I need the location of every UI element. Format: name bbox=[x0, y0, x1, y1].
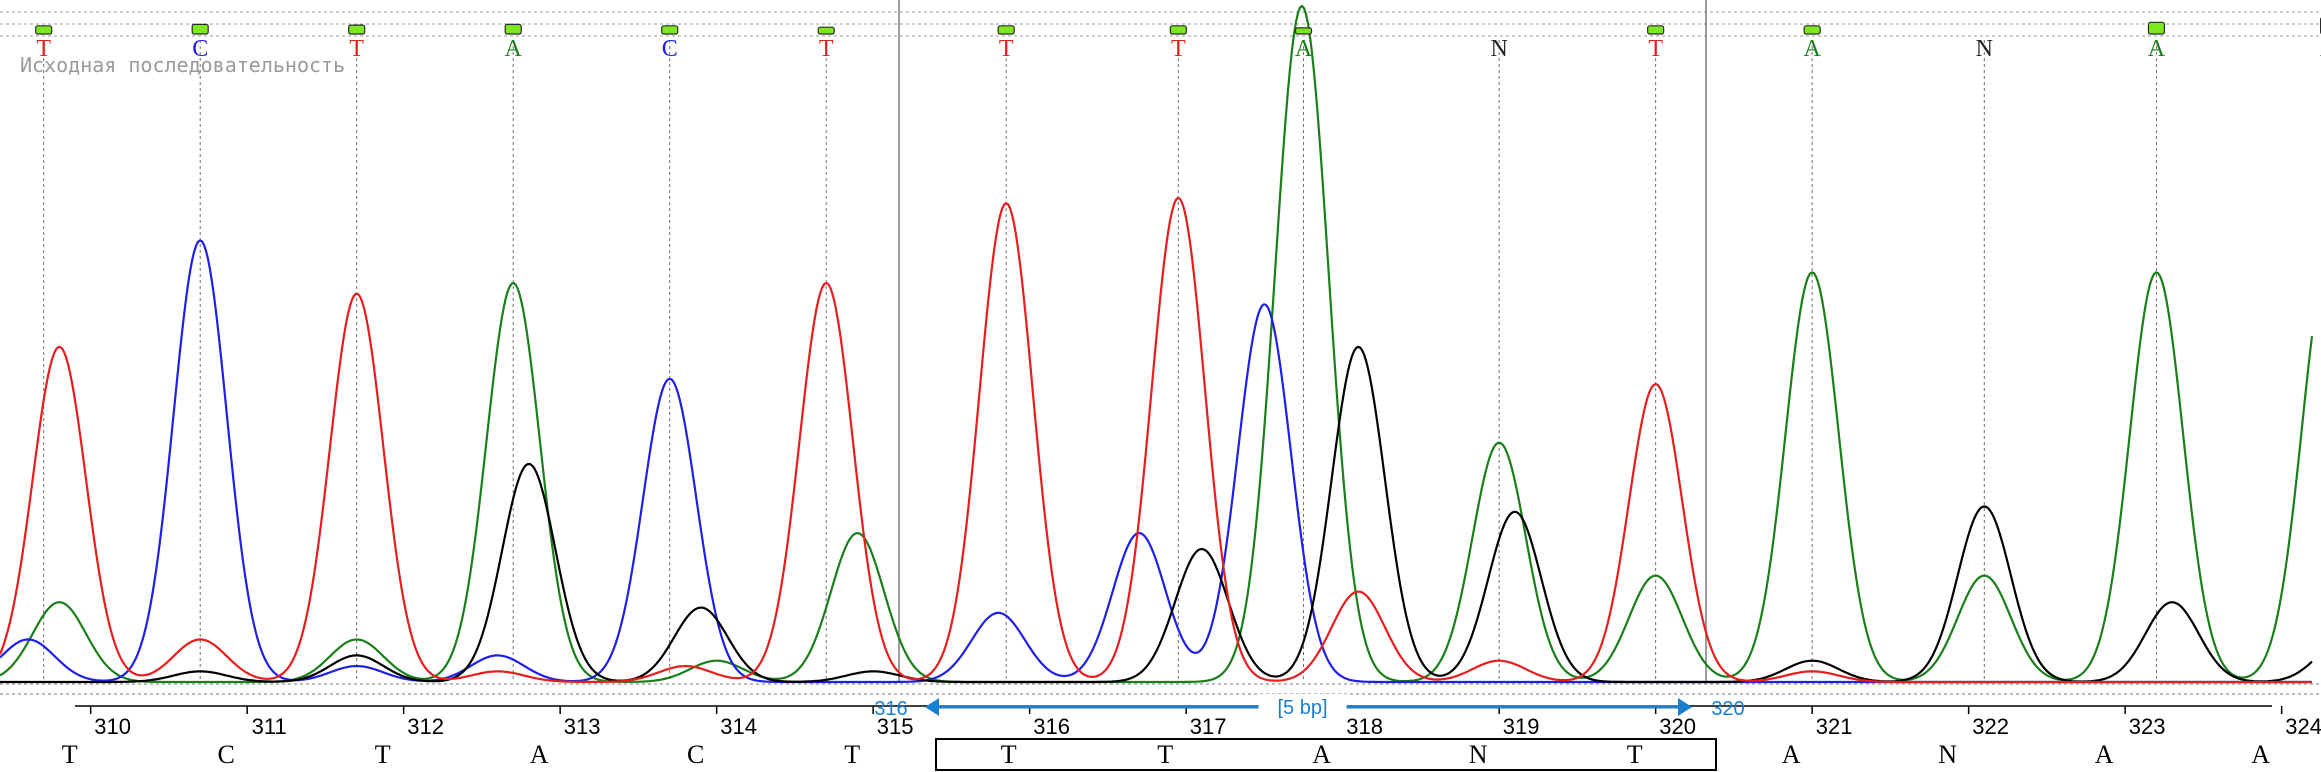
reference-base: T bbox=[1157, 740, 1173, 769]
reference-base: N bbox=[1938, 740, 1957, 769]
quality-bar bbox=[817, 26, 835, 35]
called-base-label: C bbox=[662, 36, 678, 62]
reference-base: A bbox=[1782, 740, 1801, 769]
selection-end-label: 320 bbox=[1711, 698, 1744, 720]
reference-base: T bbox=[1627, 740, 1643, 769]
quality-bar bbox=[1647, 25, 1665, 35]
called-base-label: A bbox=[1295, 36, 1313, 62]
x-tick-label: 323 bbox=[2129, 714, 2166, 739]
reference-base: C bbox=[217, 740, 234, 769]
x-tick-label: 321 bbox=[1816, 714, 1853, 739]
reference-base: A bbox=[530, 740, 549, 769]
called-base-label: N bbox=[1490, 36, 1507, 62]
selected-sequence-box bbox=[935, 738, 1717, 771]
selection-bracket[interactable]: 316 320 [5 bp] bbox=[874, 694, 1745, 720]
reference-base: T bbox=[844, 740, 860, 769]
quality-bar bbox=[1169, 25, 1187, 35]
reference-base: T bbox=[375, 740, 391, 769]
reference-base: A bbox=[2095, 740, 2114, 769]
called-base-label: T bbox=[349, 36, 364, 62]
x-tick-label: 315 bbox=[877, 714, 914, 739]
called-base-label: N bbox=[1976, 36, 1993, 62]
x-tick-label: 319 bbox=[1503, 714, 1540, 739]
selection-region-lines bbox=[898, 0, 1707, 682]
called-base-label: A bbox=[2320, 36, 2321, 62]
sequence-subtitle: Исходная последовательность bbox=[20, 53, 345, 77]
x-tick-label: 318 bbox=[1346, 714, 1383, 739]
reference-base: A bbox=[2251, 740, 2270, 769]
called-base-label: T bbox=[999, 36, 1014, 62]
x-tick-label: 324 bbox=[2285, 714, 2321, 739]
x-tick-label: 311 bbox=[252, 714, 287, 739]
trace-a bbox=[0, 4, 2314, 684]
reference-base: T bbox=[62, 740, 78, 769]
reference-base: C bbox=[687, 740, 704, 769]
quality-bar bbox=[661, 25, 679, 35]
called-base-label: A bbox=[1803, 36, 1821, 62]
quality-bar bbox=[1294, 27, 1313, 35]
x-tick-label: 317 bbox=[1190, 714, 1227, 739]
x-axis: 310 311 312 313 314 315 316 317 318 319 320 321 322 3… bbox=[75, 705, 2321, 739]
trace-c bbox=[0, 239, 2312, 684]
x-tick-label: 314 bbox=[720, 714, 757, 739]
x-tick-label: 312 bbox=[407, 714, 444, 739]
selection-arrow-left bbox=[925, 698, 939, 716]
called-base-label: T bbox=[1648, 36, 1663, 62]
reference-base: N bbox=[1469, 740, 1488, 769]
quality-bar bbox=[35, 25, 53, 35]
quality-bar bbox=[504, 23, 522, 35]
x-tick-label: 320 bbox=[1659, 714, 1696, 739]
quality-bar bbox=[2147, 21, 2166, 35]
selection-length-bg bbox=[1258, 694, 1347, 718]
trace-t bbox=[0, 196, 2312, 684]
selection-start-label: 316 bbox=[874, 698, 907, 720]
reference-base: T bbox=[1001, 740, 1017, 769]
selection-length-label: [5 bp] bbox=[1277, 697, 1327, 719]
quality-bar bbox=[1803, 25, 1821, 35]
x-tick-label: 316 bbox=[1033, 714, 1070, 739]
called-base-label: T bbox=[1171, 36, 1186, 62]
trace-layer bbox=[0, 4, 2314, 684]
quality-bar bbox=[997, 25, 1015, 35]
x-tick-label: 310 bbox=[94, 714, 131, 739]
quality-bar bbox=[348, 24, 366, 35]
called-base-label: A bbox=[2148, 36, 2166, 62]
called-base-label: T bbox=[819, 36, 834, 62]
reference-base: A bbox=[1312, 740, 1331, 769]
trace-g bbox=[0, 345, 2313, 684]
x-tick-label: 322 bbox=[1972, 714, 2009, 739]
x-tick-label: 313 bbox=[564, 714, 601, 739]
called-base-label: A bbox=[505, 36, 523, 62]
dashed-guides-layer bbox=[0, 11, 2321, 695]
called-base-label: C bbox=[192, 36, 208, 62]
quality-bar bbox=[191, 23, 209, 35]
called-base-label: T bbox=[36, 36, 51, 62]
selection-arrow-right bbox=[1678, 698, 1692, 716]
